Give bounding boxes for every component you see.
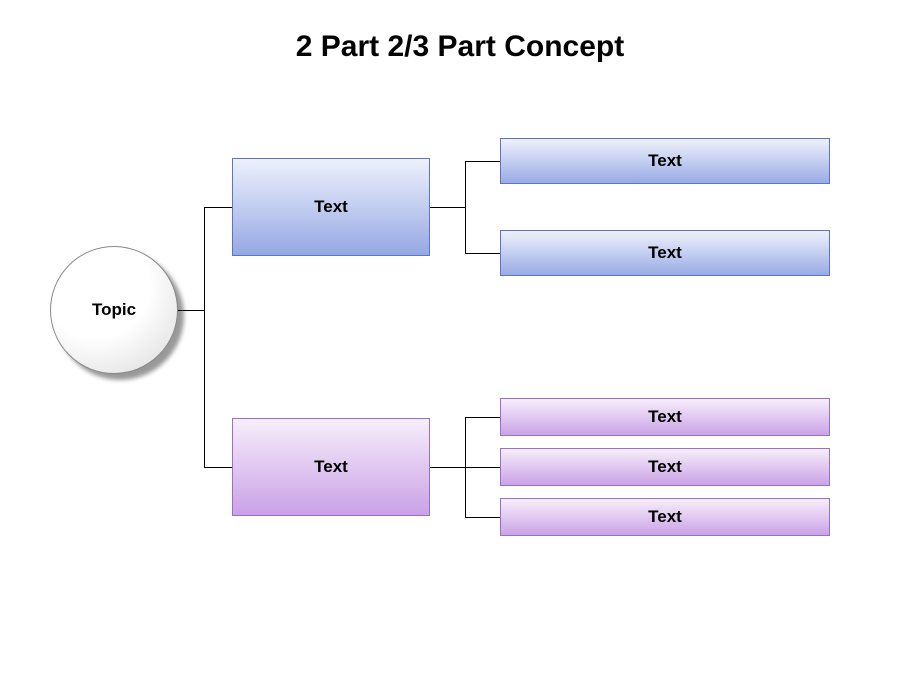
root-topic-label: Topic: [92, 300, 136, 320]
branch-box-label: Text: [314, 197, 348, 217]
leaf-box-label: Text: [648, 507, 682, 527]
leaf-box-label: Text: [648, 151, 682, 171]
connector-segment: [178, 310, 204, 311]
leaf-box-label: Text: [648, 243, 682, 263]
connector-segment: [204, 467, 232, 468]
connector-segment: [204, 207, 205, 468]
diagram-stage: 2 Part 2/3 Part Concept Topic Text Text Tex…: [0, 0, 920, 690]
leaf-box: Text: [500, 398, 830, 436]
connector-segment: [465, 161, 466, 254]
connector-segment: [430, 207, 465, 208]
branch-box-label: Text: [314, 457, 348, 477]
leaf-box-label: Text: [648, 457, 682, 477]
leaf-box: Text: [500, 230, 830, 276]
leaf-box: Text: [500, 498, 830, 536]
diagram-title: 2 Part 2/3 Part Concept: [0, 30, 920, 64]
branch-box: Text: [232, 158, 430, 256]
connector-segment: [465, 253, 500, 254]
connector-segment: [465, 517, 500, 518]
leaf-box-label: Text: [648, 407, 682, 427]
connector-segment: [465, 161, 500, 162]
leaf-box: Text: [500, 448, 830, 486]
connector-segment: [430, 467, 465, 468]
root-topic-circle: Topic: [50, 246, 178, 374]
leaf-box: Text: [500, 138, 830, 184]
branch-box: Text: [232, 418, 430, 516]
connector-segment: [465, 417, 500, 418]
connector-segment: [465, 467, 500, 468]
connector-segment: [204, 207, 232, 208]
